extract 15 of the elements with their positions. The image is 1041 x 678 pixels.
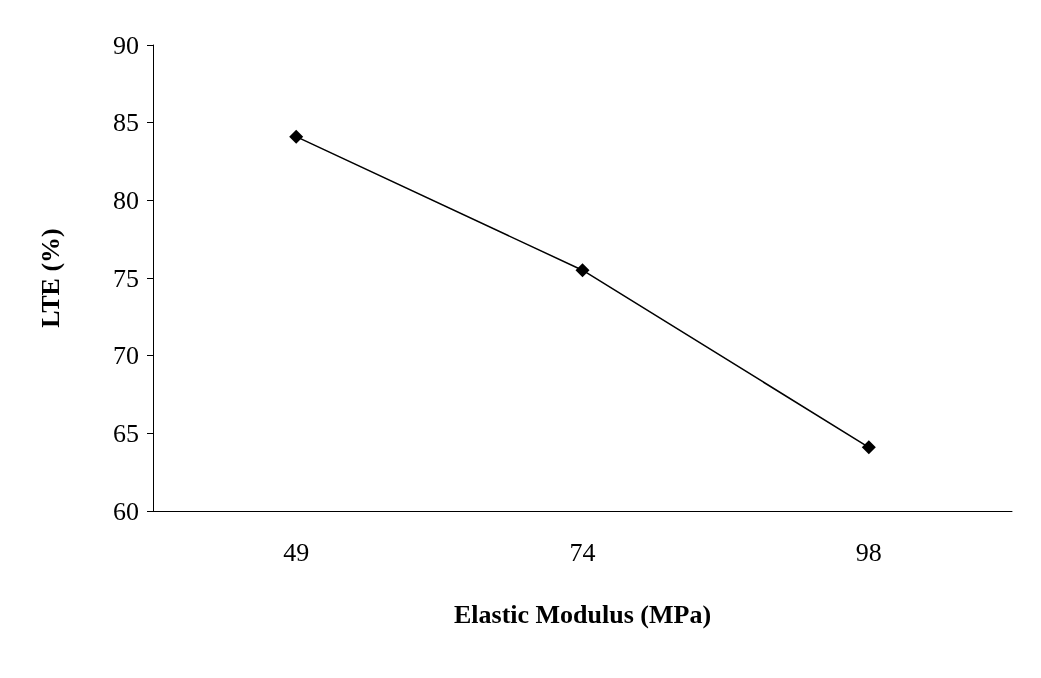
y-tick-label: 60 (113, 496, 139, 526)
y-tick-label: 85 (113, 108, 139, 138)
x-tick-label: 74 (569, 537, 596, 567)
point (289, 129, 304, 144)
y-tick-label: 80 (113, 185, 139, 215)
x-axis-title: Elastic Modulus (MPa) (453, 599, 712, 629)
point (861, 440, 876, 455)
x-tick-label: 49 (283, 537, 310, 567)
y-tick-label: 65 (113, 418, 139, 448)
point (575, 263, 590, 278)
y-tick-label: 70 (113, 341, 139, 371)
y-tick-label: 90 (113, 30, 139, 60)
y-axis-title: LTE (%) (35, 228, 65, 328)
y-tick-label: 75 (113, 263, 139, 293)
x-tick-label: 98 (855, 537, 882, 567)
